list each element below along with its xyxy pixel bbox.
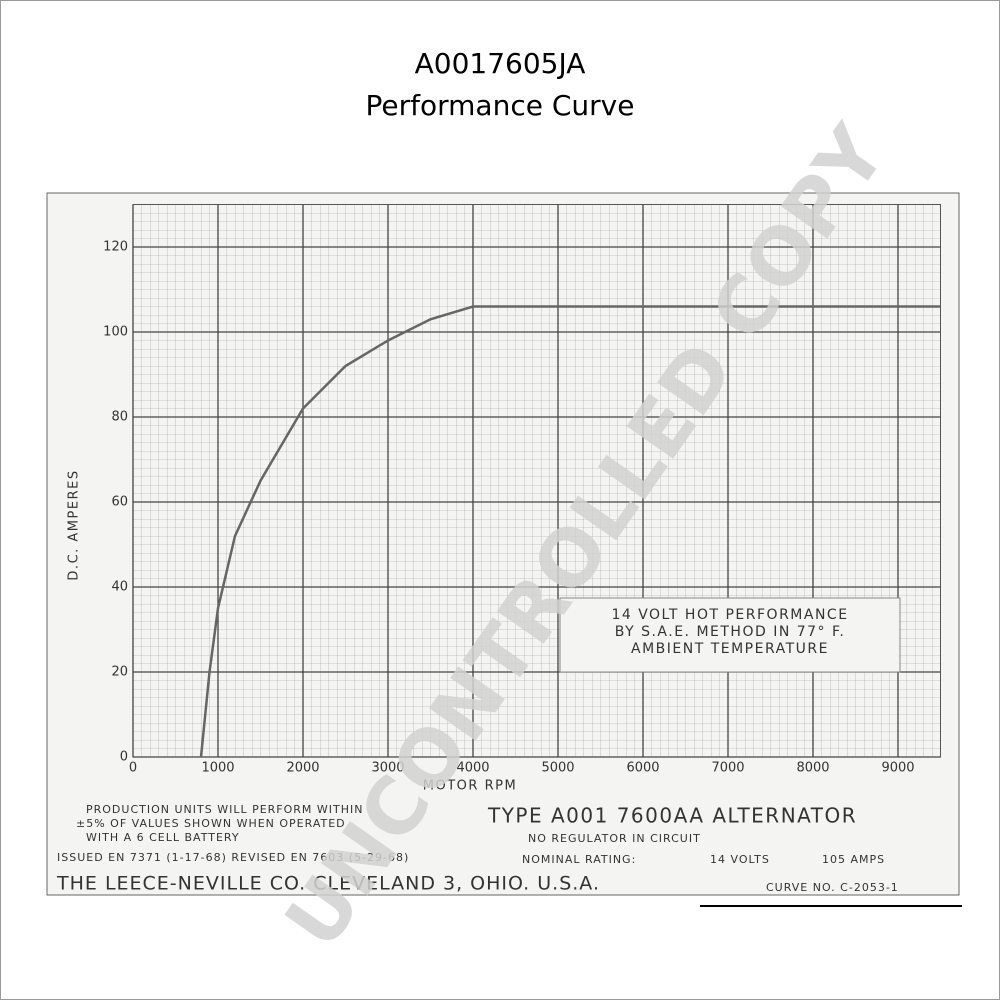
x-tick-label: 5000: [541, 761, 574, 776]
x-axis-label: MOTOR RPM: [423, 779, 517, 794]
y-tick-label: 100: [103, 325, 128, 340]
y-tick-label: 40: [111, 580, 128, 595]
rating-amps: 105 AMPS: [822, 853, 885, 866]
production-note: PRODUCTION UNITS WILL PERFORM WITHIN: [86, 803, 364, 816]
company-text: THE LEECE-NEVILLE CO. CLEVELAND 3, OHIO.…: [56, 873, 600, 895]
y-axis-label: D.C. AMPERES: [67, 469, 82, 580]
y-tick-label: 20: [111, 665, 128, 680]
y-tick-label: 120: [103, 240, 128, 255]
production-note: ±5% OF VALUES SHOWN WHEN OPERATED: [76, 817, 346, 830]
note-text: AMBIENT TEMPERATURE: [631, 641, 829, 657]
regulator-text: NO REGULATOR IN CIRCUIT: [528, 832, 701, 845]
y-tick-label: 80: [111, 410, 128, 425]
y-tick-label: 60: [111, 495, 128, 510]
x-tick-label: 8000: [796, 761, 829, 776]
chart-subtitle: Performance Curve: [366, 89, 635, 122]
x-tick-label: 0: [129, 761, 137, 776]
x-tick-label: 1000: [201, 761, 234, 776]
x-tick-label: 2000: [286, 761, 319, 776]
issued-text: ISSUED EN 7371 (1-17-68) REVISED EN 7603…: [57, 851, 409, 864]
x-tick-label: 9000: [881, 761, 914, 776]
x-tick-label: 3000: [371, 761, 404, 776]
y-tick-label: 0: [120, 750, 128, 765]
model-text: TYPE A001 7600AA ALTERNATOR: [487, 804, 857, 828]
chart-title: A0017605JA: [415, 47, 586, 80]
production-note: WITH A 6 CELL BATTERY: [86, 831, 240, 844]
note-text: 14 VOLT HOT PERFORMANCE: [611, 607, 848, 623]
note-box: [559, 597, 901, 673]
x-tick-label: 6000: [626, 761, 659, 776]
curve-number: CURVE NO. C-2053-1: [766, 881, 899, 894]
x-tick-label: 7000: [711, 761, 744, 776]
rating-label: NOMINAL RATING:: [522, 853, 636, 866]
rating-volts: 14 VOLTS: [710, 853, 770, 866]
x-tick-label: 4000: [456, 761, 489, 776]
note-text: BY S.A.E. METHOD IN 77° F.: [615, 624, 846, 640]
data-line: [199, 305, 941, 758]
